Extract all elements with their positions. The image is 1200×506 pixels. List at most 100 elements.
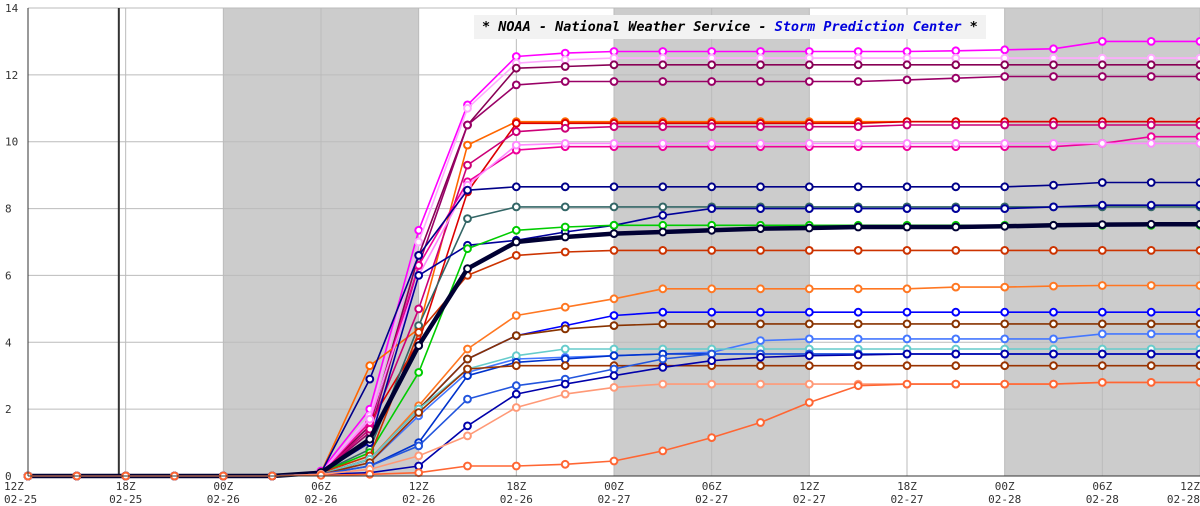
data-point <box>1195 219 1200 229</box>
data-point <box>853 334 863 344</box>
data-point <box>951 246 961 255</box>
data-point <box>804 60 814 70</box>
data-point <box>511 403 521 412</box>
data-point <box>902 334 912 344</box>
data-point <box>1049 334 1058 344</box>
data-point <box>902 139 912 148</box>
data-point <box>658 379 668 389</box>
data-point <box>902 75 912 85</box>
data-point <box>1146 60 1156 70</box>
data-point <box>804 139 814 148</box>
data-point <box>658 210 668 220</box>
y-tick-label: 14 <box>5 2 19 15</box>
data-point <box>756 139 765 148</box>
data-point <box>609 383 619 392</box>
data-point <box>1195 120 1200 130</box>
data-point <box>804 307 814 317</box>
x-tick-date: 02-27 <box>597 493 630 506</box>
data-point <box>902 319 912 329</box>
y-tick-label: 2 <box>5 403 12 416</box>
data-point <box>1146 281 1156 290</box>
data-point <box>560 77 570 86</box>
data-point <box>511 251 521 260</box>
chart-header-banner: * NOAA - National Weather Service - Stor… <box>474 15 986 39</box>
x-tick-date: 02-28 <box>1086 493 1119 506</box>
data-point <box>1195 307 1200 317</box>
data-point <box>1146 219 1156 229</box>
data-point <box>560 202 570 212</box>
x-tick-hour: 12Z <box>4 480 24 493</box>
data-point <box>609 311 619 320</box>
data-point <box>1195 378 1200 387</box>
data-point <box>511 237 521 247</box>
data-point <box>463 461 472 471</box>
x-tick-date: 02-26 <box>402 493 435 506</box>
data-point <box>1000 182 1010 192</box>
data-point <box>560 389 570 399</box>
data-point <box>414 441 424 451</box>
data-point <box>560 302 570 312</box>
data-point <box>1097 139 1107 148</box>
data-point <box>951 222 961 232</box>
x-tick-date: 02-27 <box>793 493 826 506</box>
x-tick-hour: 18Z <box>116 480 136 493</box>
data-point <box>1000 379 1010 389</box>
data-point <box>609 139 619 148</box>
data-point <box>414 271 424 280</box>
data-point <box>707 246 717 255</box>
data-point <box>1097 378 1107 387</box>
data-point <box>1195 178 1200 187</box>
data-point <box>560 222 570 232</box>
data-point <box>1146 178 1156 187</box>
data-point <box>1049 60 1058 70</box>
data-point <box>658 77 668 86</box>
data-point <box>1097 307 1107 317</box>
data-point <box>1146 307 1156 317</box>
data-point <box>1146 246 1156 255</box>
data-point <box>902 379 912 389</box>
data-point <box>1049 44 1058 54</box>
data-point <box>1195 281 1200 290</box>
data-point <box>1097 200 1107 210</box>
data-point <box>902 246 912 255</box>
axes <box>27 8 1200 477</box>
data-point <box>1049 349 1058 359</box>
data-point <box>365 469 375 479</box>
data-point <box>853 204 863 214</box>
data-point <box>902 120 912 130</box>
data-point <box>853 77 863 86</box>
data-point <box>951 349 961 359</box>
data-point <box>560 123 570 133</box>
x-tick-date: 02-25 <box>109 493 142 506</box>
data-point <box>804 398 814 407</box>
data-point <box>365 434 375 444</box>
data-point <box>1049 319 1058 329</box>
data-point <box>853 139 863 148</box>
x-tick-hour: 06Z <box>311 480 331 493</box>
data-point <box>560 344 570 354</box>
data-point <box>756 60 765 70</box>
data-point <box>756 284 765 294</box>
data-point <box>463 431 472 441</box>
data-point <box>1000 139 1010 148</box>
data-point <box>365 414 375 424</box>
data-point <box>463 103 472 113</box>
data-point <box>1049 139 1058 148</box>
data-point <box>609 182 619 192</box>
data-point <box>1097 220 1107 230</box>
data-point <box>463 364 472 374</box>
data-point <box>414 237 424 247</box>
data-point <box>902 60 912 70</box>
data-point <box>1049 307 1058 317</box>
data-point <box>511 127 521 137</box>
y-tick-label: 12 <box>5 69 18 82</box>
data-point <box>1097 60 1107 70</box>
data-point <box>414 225 424 235</box>
data-point <box>804 361 814 371</box>
data-point <box>1146 319 1156 329</box>
data-point <box>707 204 717 214</box>
data-point <box>756 307 765 317</box>
data-point <box>902 284 912 294</box>
data-point <box>658 319 668 329</box>
data-point <box>1000 120 1010 130</box>
